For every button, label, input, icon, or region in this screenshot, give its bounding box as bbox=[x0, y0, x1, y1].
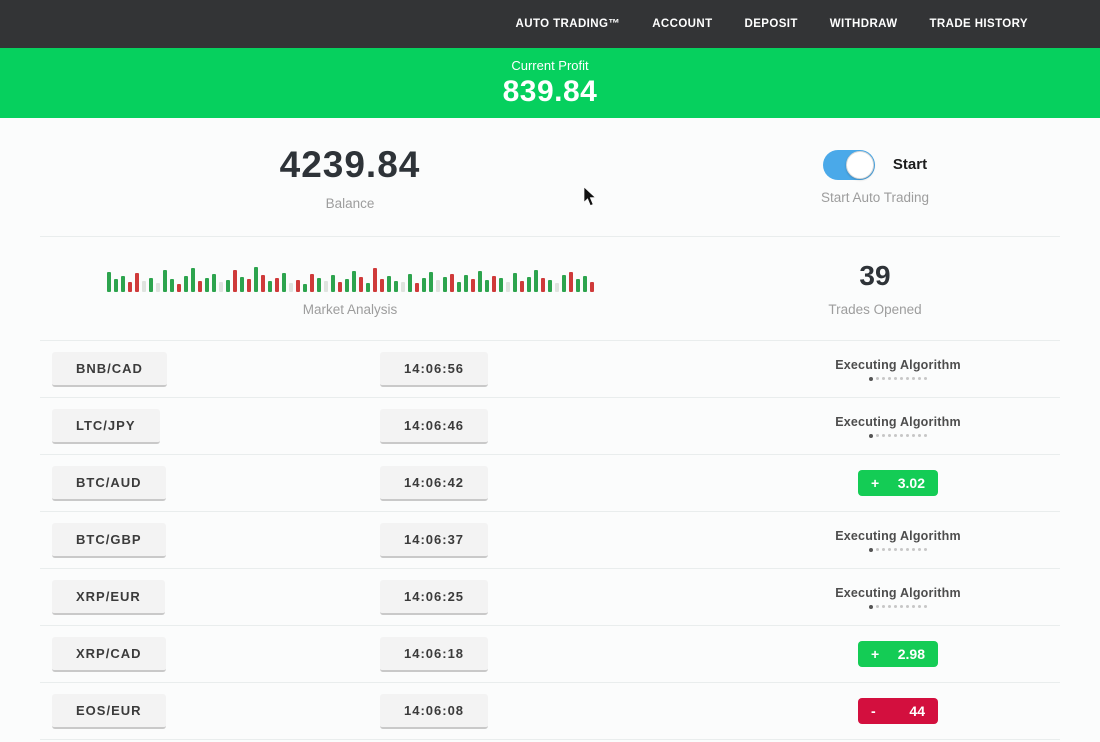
nav-withdraw[interactable]: WITHDRAW bbox=[829, 18, 898, 30]
executing-label: Executing Algorithm bbox=[835, 357, 961, 372]
toggle-start-label: Start bbox=[892, 156, 928, 173]
top-nav: AUTO TRADING™ ACCOUNT DEPOSIT WITHDRAW T… bbox=[0, 0, 1100, 48]
pair-pill[interactable]: XRP/CAD bbox=[52, 636, 166, 672]
nav-auto-trading[interactable]: AUTO TRADING™ bbox=[515, 18, 621, 30]
time-pill[interactable]: 14:06:08 bbox=[380, 693, 489, 729]
trade-status-executing: Executing Algorithm bbox=[835, 358, 961, 381]
nav-deposit[interactable]: DEPOSIT bbox=[744, 18, 798, 30]
time-pill[interactable]: 14:06:18 bbox=[380, 636, 489, 672]
profit-badge: + 3.02 bbox=[858, 470, 938, 496]
progress-dots bbox=[868, 433, 927, 438]
badge-value: 44 bbox=[909, 703, 925, 719]
trades-table: BNB/CAD 14:06:56 Executing Algorithm LTC… bbox=[40, 341, 1060, 740]
time-pill[interactable]: 14:06:37 bbox=[380, 522, 489, 558]
auto-trading-toggle[interactable] bbox=[822, 149, 875, 180]
balance-block: 4239.84 Balance bbox=[40, 144, 660, 211]
executing-label: Executing Algorithm bbox=[835, 528, 961, 543]
badge-sign: + bbox=[871, 475, 880, 491]
trade-status-executing: Executing Algorithm bbox=[835, 415, 961, 438]
current-profit-value: 839.84 bbox=[502, 74, 598, 108]
start-auto-trading-label: Start Auto Trading bbox=[820, 189, 930, 205]
table-row: BNB/CAD 14:06:56 Executing Algorithm bbox=[40, 341, 1060, 398]
badge-value: 2.98 bbox=[897, 646, 925, 662]
current-profit-banner: Current Profit 839.84 bbox=[0, 48, 1100, 118]
pair-pill[interactable]: XRP/EUR bbox=[52, 579, 165, 615]
executing-label: Executing Algorithm bbox=[835, 414, 961, 429]
balance-label: Balance bbox=[325, 195, 375, 211]
profit-badge: + 2.98 bbox=[858, 641, 938, 667]
time-pill[interactable]: 14:06:25 bbox=[380, 579, 489, 615]
trades-opened-value: 39 bbox=[859, 260, 891, 291]
table-row: XRP/CAD 14:06:18 + 2.98 bbox=[40, 626, 1060, 683]
table-row: EOS/EUR 14:06:08 - 44 bbox=[40, 683, 1060, 740]
stats-row-market: Market Analysis 39 Trades Opened bbox=[40, 237, 1060, 341]
market-analysis-block: Market Analysis bbox=[40, 260, 660, 317]
market-analysis-chart bbox=[106, 260, 594, 292]
pair-pill[interactable]: BTC/AUD bbox=[52, 465, 166, 501]
progress-dots bbox=[868, 376, 927, 381]
badge-sign: - bbox=[871, 703, 876, 719]
pair-pill[interactable]: LTC/JPY bbox=[52, 408, 160, 444]
table-row: LTC/JPY 14:06:46 Executing Algorithm bbox=[40, 398, 1060, 455]
time-pill[interactable]: 14:06:46 bbox=[380, 408, 489, 444]
executing-label: Executing Algorithm bbox=[835, 585, 961, 600]
trades-opened-label: Trades Opened bbox=[828, 302, 922, 317]
nav-trade-history[interactable]: TRADE HISTORY bbox=[929, 18, 1028, 30]
nav-account[interactable]: ACCOUNT bbox=[652, 18, 713, 30]
progress-dots bbox=[868, 604, 927, 609]
trades-opened-block: 39 Trades Opened bbox=[660, 260, 1090, 317]
badge-sign: + bbox=[871, 646, 880, 662]
market-analysis-label: Market Analysis bbox=[302, 302, 398, 317]
pair-pill[interactable]: BNB/CAD bbox=[52, 351, 167, 387]
time-pill[interactable]: 14:06:42 bbox=[380, 465, 489, 501]
trade-status-executing: Executing Algorithm bbox=[835, 529, 961, 552]
pair-pill[interactable]: EOS/EUR bbox=[52, 693, 166, 729]
trade-status-executing: Executing Algorithm bbox=[835, 586, 961, 609]
toggle-knob bbox=[845, 150, 874, 179]
time-pill[interactable]: 14:06:56 bbox=[380, 351, 489, 387]
table-row: BTC/GBP 14:06:37 Executing Algorithm bbox=[40, 512, 1060, 569]
auto-trading-block: Start Start Auto Trading bbox=[660, 149, 1090, 205]
table-row: BTC/AUD 14:06:42 + 3.02 bbox=[40, 455, 1060, 512]
pair-pill[interactable]: BTC/GBP bbox=[52, 522, 166, 558]
badge-value: 3.02 bbox=[897, 475, 925, 491]
progress-dots bbox=[868, 547, 927, 552]
balance-value: 4239.84 bbox=[279, 143, 421, 185]
loss-badge: - 44 bbox=[858, 698, 938, 724]
stats-row-balance: 4239.84 Balance Start Start Auto Trading bbox=[40, 118, 1060, 237]
current-profit-label: Current Profit bbox=[511, 57, 589, 73]
table-row: XRP/EUR 14:06:25 Executing Algorithm bbox=[40, 569, 1060, 626]
